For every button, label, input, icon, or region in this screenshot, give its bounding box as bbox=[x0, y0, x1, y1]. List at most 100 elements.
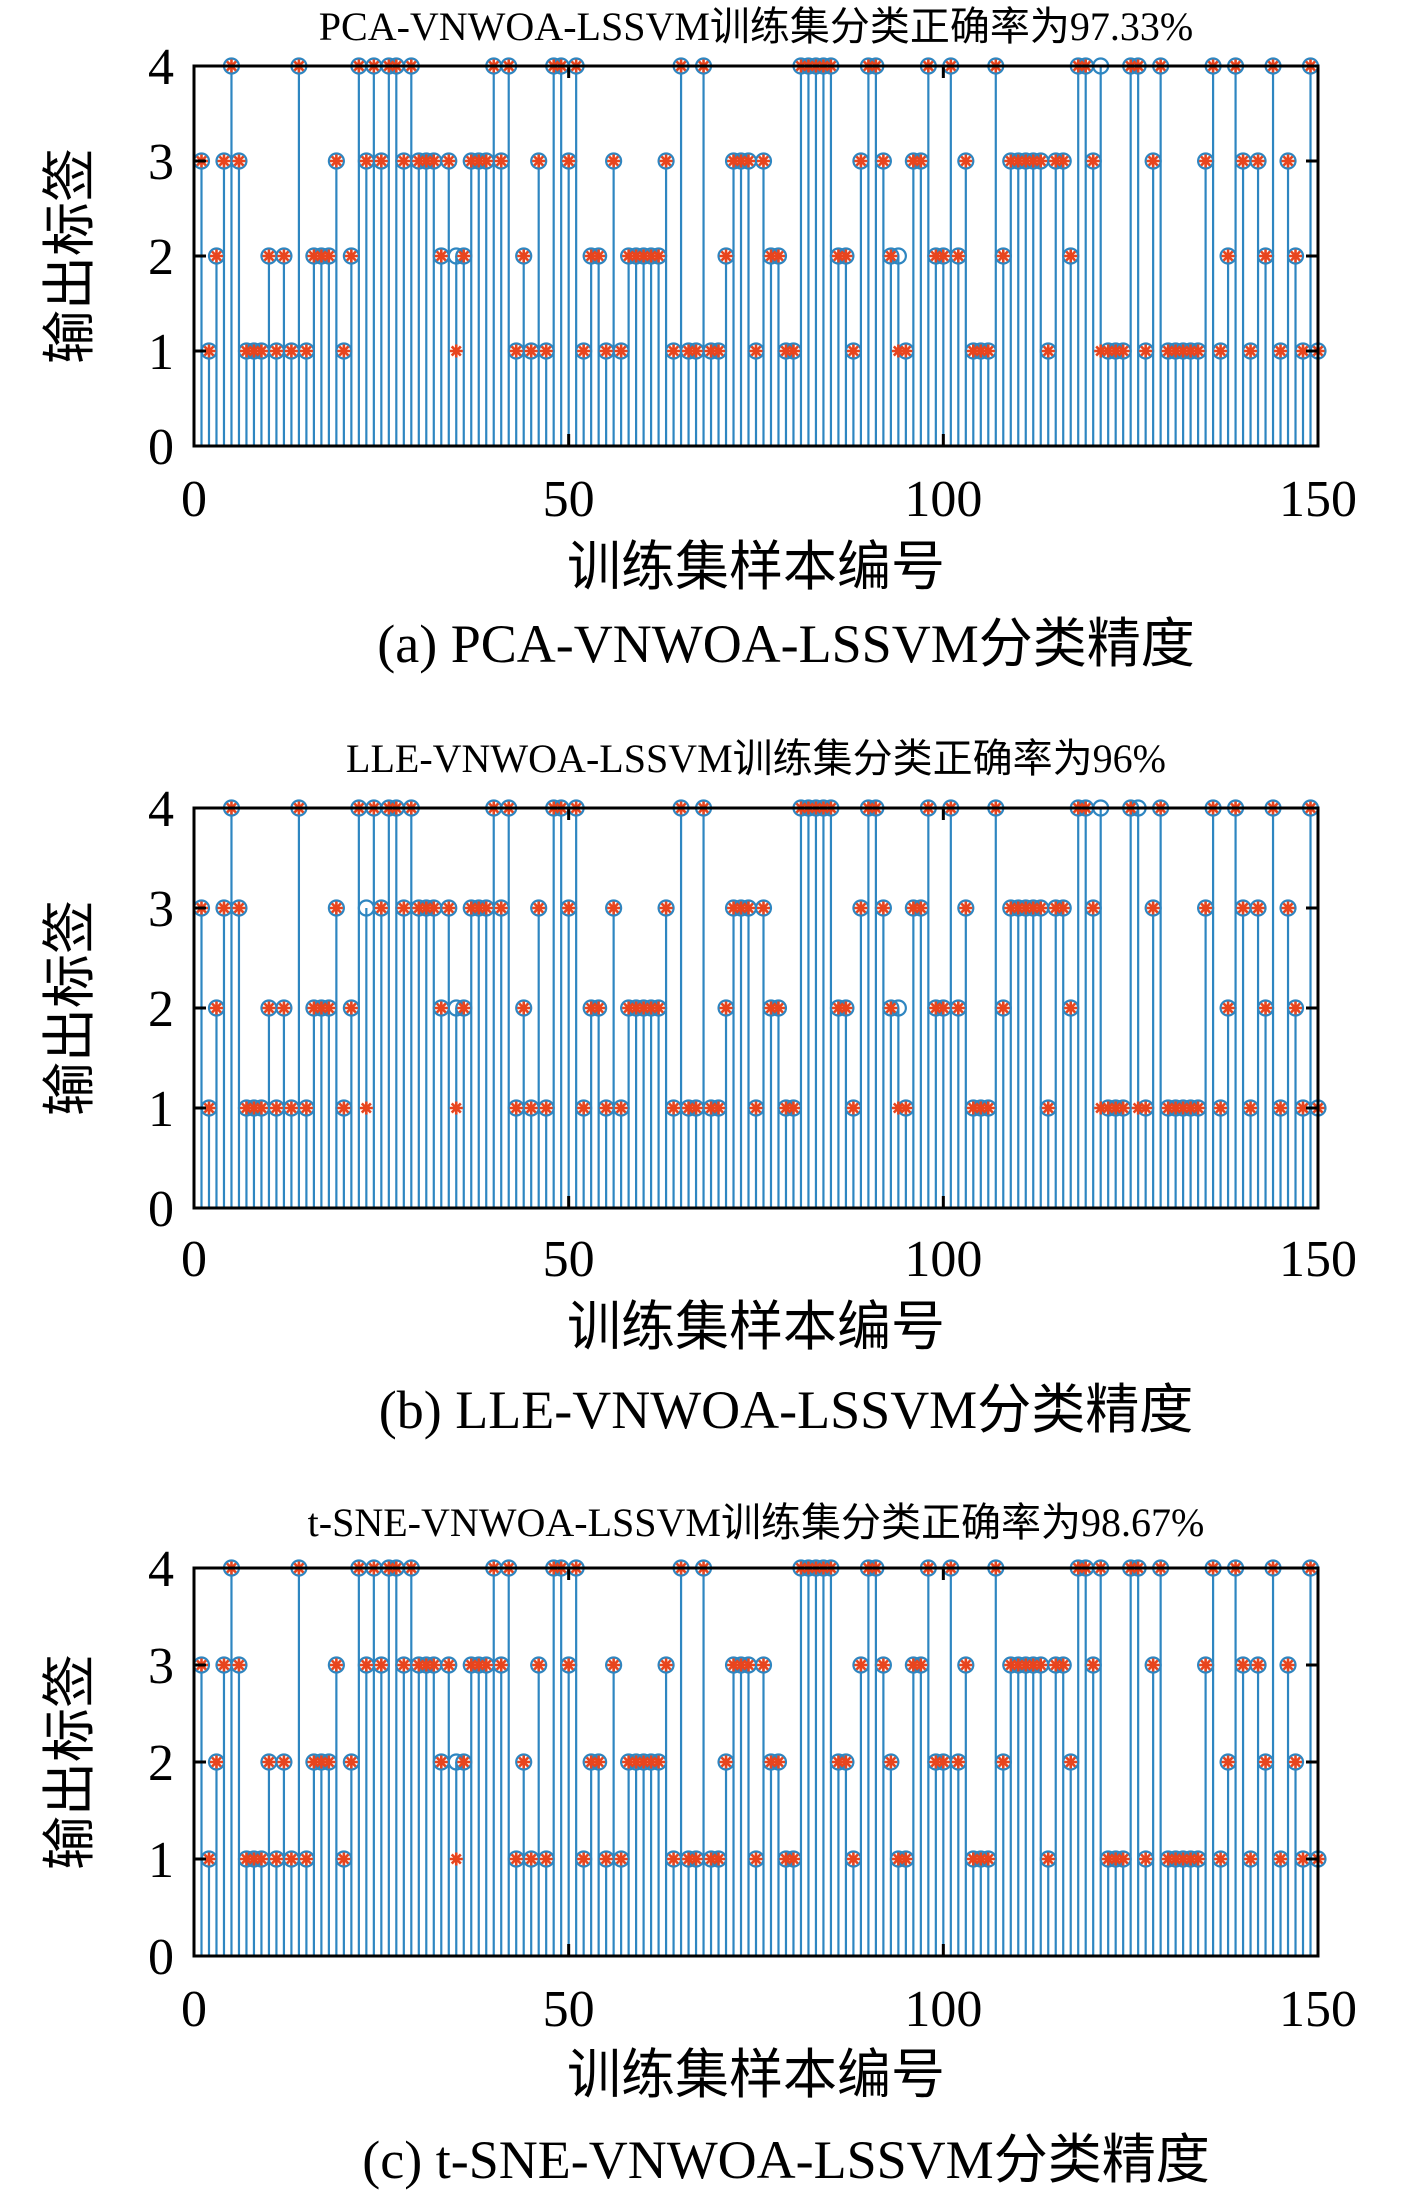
predicted-label-marker bbox=[1281, 901, 1295, 915]
predicted-label-marker bbox=[1236, 154, 1250, 168]
actual-label-marker bbox=[605, 152, 623, 170]
predicted-label-marker bbox=[779, 344, 793, 358]
actual-label-marker bbox=[530, 899, 548, 917]
predicted-label-marker bbox=[786, 1852, 800, 1866]
predicted-label-marker bbox=[314, 249, 328, 263]
actual-label-marker bbox=[515, 999, 533, 1017]
predicted-label-marker bbox=[284, 1101, 298, 1115]
predicted-label-marker bbox=[966, 1852, 980, 1866]
predicted-label-marker bbox=[1026, 901, 1040, 915]
predicted-label-marker bbox=[277, 1001, 291, 1015]
predicted-label-marker bbox=[517, 1755, 531, 1769]
predicted-label-marker bbox=[614, 344, 628, 358]
predicted-label-marker bbox=[771, 249, 785, 263]
predicted-label-marker bbox=[337, 1852, 351, 1866]
predicted-label-marker bbox=[247, 1852, 261, 1866]
predicted-label-marker bbox=[1176, 344, 1190, 358]
predicted-label-marker bbox=[209, 1755, 223, 1769]
predicted-label-marker bbox=[374, 901, 388, 915]
predicted-label-marker bbox=[1221, 249, 1235, 263]
predicted-label-marker bbox=[756, 154, 770, 168]
predicted-label-marker bbox=[764, 1001, 778, 1015]
predicted-label-marker bbox=[1184, 1101, 1198, 1115]
predicted-label-marker bbox=[1184, 344, 1198, 358]
chart-panel-2: t-SNE-VNWOA-LSSVM训练集分类正确率为98.67% 0 1 2 3 4 0 50… bbox=[40, 1500, 1357, 2190]
predicted-label-marker bbox=[1049, 1658, 1063, 1672]
predicted-label-marker bbox=[1274, 1101, 1288, 1115]
predicted-label-marker bbox=[712, 1852, 726, 1866]
predicted-label-marker bbox=[397, 1658, 411, 1672]
predicted-label-marker bbox=[1056, 901, 1070, 915]
predicted-label-marker bbox=[607, 154, 621, 168]
predicted-label-marker bbox=[876, 154, 890, 168]
x-tick-label: 50 bbox=[543, 471, 595, 528]
predicted-label-marker bbox=[584, 249, 598, 263]
predicted-label-marker bbox=[299, 1101, 313, 1115]
x-tick-label: 150 bbox=[1279, 471, 1357, 528]
predicted-label-marker bbox=[742, 901, 756, 915]
predicted-label-marker bbox=[704, 1852, 718, 1866]
actual-label-marker bbox=[515, 247, 533, 265]
predicted-label-marker bbox=[412, 154, 426, 168]
predicted-label-marker bbox=[494, 901, 508, 915]
actual-label-marker bbox=[754, 1656, 773, 1674]
predicted-label-marker bbox=[262, 1755, 276, 1769]
predicted-label-marker bbox=[247, 1101, 261, 1115]
predicted-label-marker bbox=[344, 1755, 358, 1769]
predicted-label-marker bbox=[629, 1755, 643, 1769]
predicted-label-marker bbox=[637, 249, 651, 263]
predicted-label-marker bbox=[359, 154, 373, 168]
predicted-label-marker bbox=[1176, 1101, 1190, 1115]
predicted-label-marker bbox=[959, 901, 973, 915]
predicted-label-marker bbox=[532, 154, 546, 168]
predicted-label-marker bbox=[1289, 1001, 1303, 1015]
predicted-label-marker bbox=[1019, 901, 1033, 915]
predicted-label-marker bbox=[914, 1658, 928, 1672]
x-tick-label: 0 bbox=[181, 1981, 207, 2038]
predicted-label-marker bbox=[1041, 344, 1055, 358]
predicted-label-marker bbox=[479, 1658, 493, 1672]
y-tick-label: 2 bbox=[148, 229, 174, 286]
predicted-label-marker bbox=[749, 344, 763, 358]
predicted-label-marker bbox=[854, 1658, 868, 1672]
y-tick-label: 0 bbox=[148, 419, 174, 476]
y-axis-title: 输出标签 bbox=[40, 148, 100, 364]
predicted-label-marker bbox=[509, 1852, 523, 1866]
y-tick-label: 1 bbox=[148, 1081, 174, 1138]
predicted-label-marker bbox=[1259, 249, 1273, 263]
predicted-label-marker bbox=[1221, 1001, 1235, 1015]
actual-label-marker bbox=[275, 247, 293, 265]
predicted-label-marker bbox=[614, 1101, 628, 1115]
predicted-label-marker bbox=[217, 1658, 231, 1672]
predicted-label-marker bbox=[1034, 154, 1048, 168]
predicted-label-marker bbox=[1011, 1658, 1025, 1672]
predicted-label-marker bbox=[1161, 1852, 1175, 1866]
predicted-label-marker bbox=[712, 1101, 726, 1115]
actual-label-marker bbox=[1249, 899, 1267, 917]
predicted-label-marker bbox=[652, 249, 666, 263]
predicted-label-marker bbox=[622, 1001, 636, 1015]
predicted-label-marker bbox=[1146, 901, 1160, 915]
predicted-label-marker bbox=[622, 249, 636, 263]
predicted-label-marker bbox=[299, 344, 313, 358]
actual-label-marker bbox=[327, 899, 345, 917]
predicted-label-marker bbox=[831, 1755, 845, 1769]
actual-label-marker bbox=[1249, 1656, 1267, 1674]
predicted-label-marker bbox=[1064, 1755, 1078, 1769]
predicted-label-marker bbox=[307, 1755, 321, 1769]
predicted-label-marker bbox=[629, 249, 643, 263]
predicted-label-marker bbox=[622, 1755, 636, 1769]
y-tick-label: 3 bbox=[148, 134, 174, 191]
predicted-label-marker bbox=[786, 344, 800, 358]
predicted-label-marker bbox=[1116, 1852, 1130, 1866]
predicted-label-marker bbox=[1101, 1101, 1115, 1115]
predicted-label-marker bbox=[314, 1001, 328, 1015]
predicted-label-marker bbox=[419, 154, 433, 168]
predicted-label-marker bbox=[397, 901, 411, 915]
predicted-label-marker bbox=[1199, 154, 1213, 168]
predicted-label-marker bbox=[1259, 1001, 1273, 1015]
predicted-label-marker bbox=[464, 154, 478, 168]
actual-label-marker bbox=[230, 899, 248, 917]
predicted-label-marker bbox=[756, 901, 770, 915]
y-tick-label: 1 bbox=[148, 1832, 174, 1889]
